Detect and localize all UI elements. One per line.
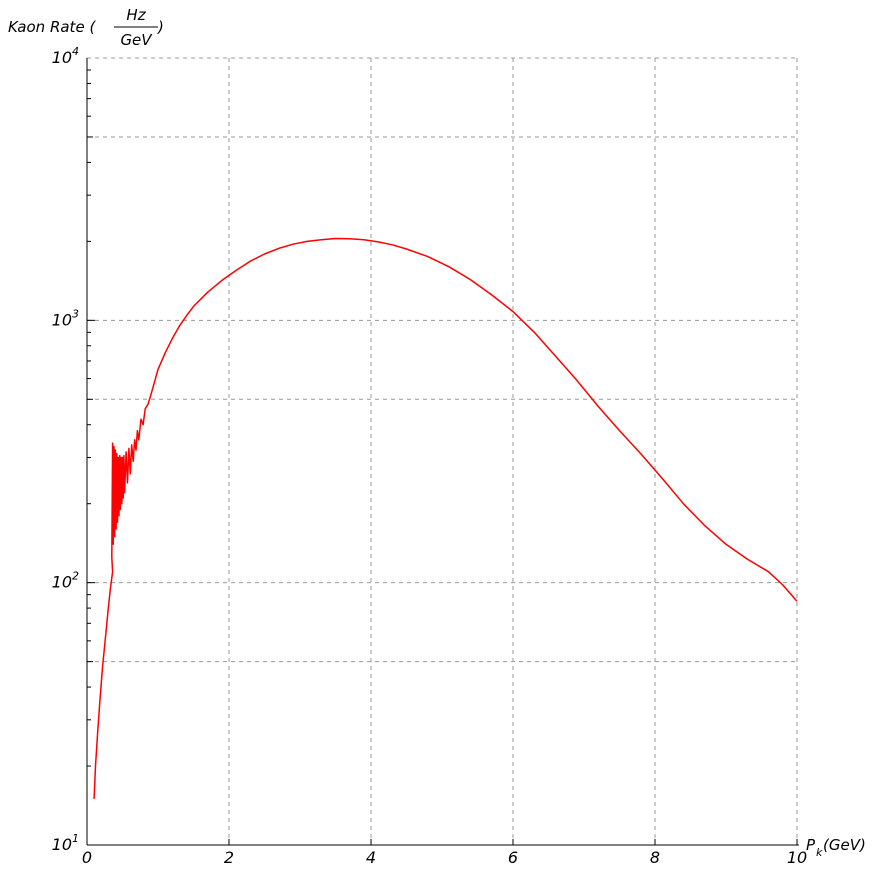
y-axis-title-prefix: Kaon Rate ( — [8, 18, 96, 36]
y-tick-label: 101 — [52, 832, 79, 854]
x-tick-label: 6 — [508, 848, 518, 867]
x-axis-title: P k (GeV) — [806, 836, 866, 859]
x-tick-labels: 0 2 4 6 8 10 — [82, 848, 807, 867]
series-line — [93, 237, 798, 799]
x-axis-title-subscript: k — [816, 846, 823, 859]
y-axis-title-numerator: Hz — [126, 6, 146, 24]
x-tick-label: 0 — [82, 848, 92, 867]
x-tick-label: 4 — [366, 848, 376, 867]
x-tick-label: 8 — [650, 848, 660, 867]
y-tick-label: 102 — [52, 570, 79, 592]
y-axis-title: Kaon Rate ( Hz GeV ) — [8, 6, 164, 49]
y-tick-label: 103 — [52, 307, 79, 329]
x-tick-label: 10 — [787, 848, 807, 867]
y-axis-title-denominator: GeV — [120, 31, 153, 49]
grid-lines — [87, 57, 798, 845]
x-tick-label: 2 — [224, 848, 234, 867]
series-layer — [93, 237, 798, 799]
axes — [86, 58, 799, 846]
y-axis-title-suffix: ) — [157, 18, 164, 36]
x-axis-title-main: P — [806, 836, 816, 854]
y-minor-ticks — [86, 69, 798, 846]
y-tick-label: 104 — [52, 45, 79, 67]
y-tick-labels: 101 102 103 104 — [52, 45, 79, 854]
x-axis-title-unit: (GeV) — [823, 836, 866, 854]
